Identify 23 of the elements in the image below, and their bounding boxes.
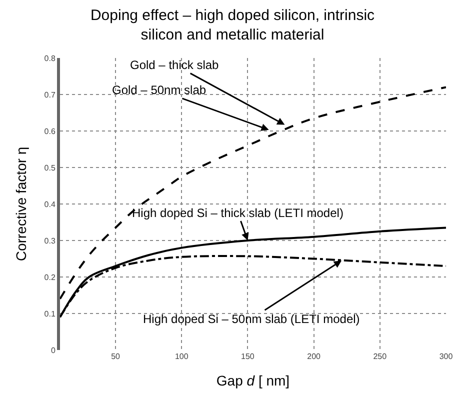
y-tick-label: 0.1 [44,309,56,318]
y-tick-label: 0.2 [44,272,56,282]
chart-title: Doping effect – high doped silicon, intrinsic silicon and metallic material [90,7,376,44]
y-tick-label: 0.7 [44,90,56,100]
y-tick-label: 0.3 [44,236,56,246]
y-tick-label: 0.4 [44,200,56,209]
x-tick-label: 200 [307,352,322,361]
annotation: High doped Si – thick slab (LETI model) [132,206,344,220]
annotation: Gold – 50nm slab [112,83,206,97]
y-axis-title: Corrective factor η [12,146,29,262]
x-axis-title: Gap d [ nm] [216,372,290,388]
x-tick-label: 50 [111,352,121,361]
x-tick-label: 250 [373,352,388,361]
x-tick-label: 300 [439,352,454,361]
line-series [60,86,446,300]
annotation: Gold – thick slab [130,58,220,72]
y-tick-label: 0.5 [44,163,56,172]
annotation: High doped Si – 50nm slab (LETI model) [143,312,360,326]
y-tick-label: 0 [50,346,56,355]
x-tick-label: 150 [241,352,255,361]
y-tick-label: 0.6 [44,126,56,136]
y-tick-label: 0.8 [44,54,56,63]
x-tick-label: 100 [174,352,189,361]
